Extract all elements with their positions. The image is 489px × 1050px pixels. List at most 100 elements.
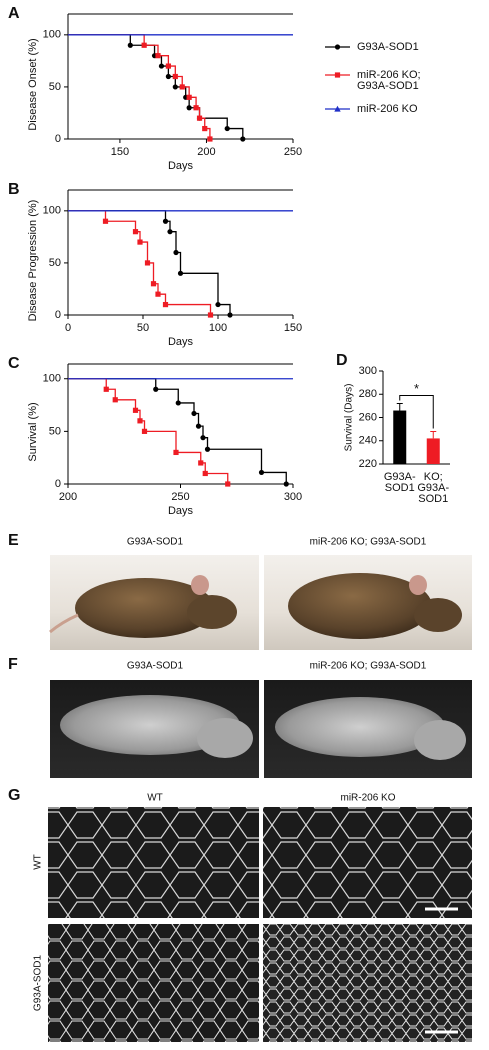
y-tick-label: 280 — [359, 388, 377, 400]
marker — [202, 470, 208, 477]
xray-image — [50, 680, 259, 778]
marker — [179, 84, 185, 90]
x-axis-label: Days — [168, 336, 194, 348]
marker — [334, 44, 341, 50]
marker — [172, 84, 178, 90]
marker — [195, 423, 202, 429]
marker — [132, 229, 139, 235]
marker — [165, 63, 171, 69]
y-tick-label: 50 — [49, 257, 61, 269]
marker — [141, 428, 148, 434]
y-axis-label: Survival (%) — [27, 402, 39, 461]
marker — [334, 105, 341, 112]
marker — [202, 125, 208, 132]
x-tick-label: 150 — [111, 146, 129, 158]
marker — [150, 281, 157, 287]
x-tick-label: 0 — [65, 322, 71, 334]
xray-image — [264, 680, 472, 778]
marker — [186, 105, 192, 111]
marker — [196, 115, 203, 121]
marker — [173, 249, 179, 256]
image-caption: miR-206 KO; G93A-SOD1 — [310, 661, 427, 672]
marker — [204, 446, 211, 452]
panel-letter: C — [8, 355, 20, 372]
y-tick-label: 100 — [43, 205, 61, 217]
marker — [215, 301, 221, 308]
x-tick-label: KO; G93A-SOD1 — [417, 471, 449, 505]
y-tick-label: 300 — [359, 365, 377, 377]
image-caption: G93A-SOD1 — [127, 537, 184, 548]
x-tick-label: 150 — [284, 322, 302, 334]
x-axis-label: Days — [168, 160, 194, 172]
marker — [153, 386, 159, 392]
marker — [283, 481, 289, 487]
marker — [224, 125, 230, 132]
marker — [155, 53, 161, 59]
micrograph — [48, 807, 259, 918]
marker — [200, 435, 206, 441]
mouse-photo — [264, 555, 472, 650]
marker — [258, 469, 265, 476]
micrograph — [48, 924, 259, 1042]
x-tick-label: 50 — [137, 322, 149, 334]
x-tick-label: 200 — [197, 146, 215, 158]
annotation: * — [414, 381, 419, 396]
marker — [207, 136, 213, 142]
panel-letter: G — [8, 787, 20, 804]
image-caption: miR-206 KO; G93A-SOD1 — [310, 537, 427, 548]
x-tick-label: G93A-SOD1 — [384, 471, 416, 494]
panel-letter: E — [8, 532, 19, 549]
x-axis-label: Days — [168, 505, 194, 517]
marker — [158, 63, 165, 69]
marker — [167, 229, 173, 235]
x-tick-label: 250 — [284, 146, 302, 158]
panel-letter: B — [8, 181, 20, 198]
marker — [127, 42, 133, 48]
survival-line — [68, 378, 287, 484]
legend-label: miR-206 KO — [357, 103, 418, 115]
marker — [155, 291, 161, 297]
y-tick-label: 220 — [359, 458, 377, 470]
y-tick-label: 0 — [55, 478, 61, 490]
marker — [137, 239, 143, 245]
x-tick-label: 200 — [59, 491, 77, 503]
marker — [191, 410, 197, 417]
marker — [103, 386, 109, 392]
y-tick-label: 240 — [359, 435, 377, 447]
marker — [144, 260, 151, 266]
y-axis-label: Disease Progression (%) — [27, 200, 39, 322]
y-tick-label: 260 — [359, 411, 377, 423]
marker — [132, 407, 139, 413]
marker — [198, 460, 204, 466]
mouse-photo — [49, 555, 259, 650]
y-tick-label: 100 — [43, 373, 61, 385]
image-caption: G93A-SOD1 — [127, 661, 184, 672]
legend-label: miR-206 KO; G93A-SOD1 — [357, 69, 421, 92]
column-label: WT — [147, 793, 163, 804]
x-tick-label: 300 — [284, 491, 302, 503]
marker — [227, 312, 233, 318]
panel-letter: D — [336, 352, 348, 369]
panel-letter: A — [8, 5, 20, 22]
significance-bracket — [399, 395, 434, 429]
survival-line — [68, 34, 244, 139]
marker — [112, 397, 118, 403]
marker — [162, 218, 169, 224]
y-tick-label: 50 — [49, 81, 61, 93]
survival-line — [68, 378, 229, 484]
marker — [165, 73, 171, 80]
x-tick-label: 100 — [209, 322, 227, 334]
error-bar — [396, 403, 403, 411]
y-axis-label: Survival (Days) — [344, 384, 355, 452]
marker — [162, 301, 169, 308]
row-label: G93A-SOD1 — [33, 954, 44, 1011]
bar — [393, 410, 407, 464]
y-tick-label: 0 — [55, 133, 61, 145]
micrograph — [263, 807, 472, 918]
y-axis-label: Disease Onset (%) — [27, 38, 39, 130]
x-tick-label: 250 — [171, 491, 189, 503]
marker — [141, 42, 147, 48]
survival-line — [68, 34, 211, 139]
y-tick-label: 0 — [55, 309, 61, 321]
